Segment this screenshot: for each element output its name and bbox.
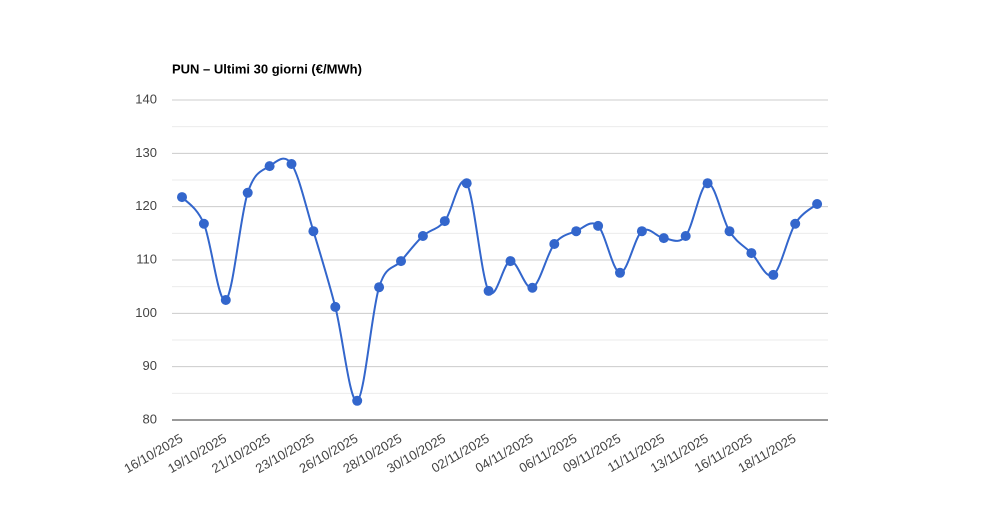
- data-point: [790, 218, 801, 229]
- y-tick-label: 110: [136, 251, 157, 266]
- data-point: [417, 231, 428, 241]
- data-point: [812, 199, 823, 209]
- data-point: [330, 301, 341, 312]
- data-point: [593, 220, 604, 231]
- data-point: [198, 218, 209, 229]
- data-point: [220, 295, 231, 305]
- data-point: [636, 226, 647, 237]
- y-tick-label: 120: [135, 198, 157, 213]
- data-point: [527, 282, 538, 293]
- data-point: [308, 226, 319, 237]
- data-point: [702, 178, 713, 189]
- data-point: [746, 248, 757, 259]
- data-point: [177, 192, 187, 203]
- data-point: [724, 226, 735, 237]
- data-point: [396, 256, 406, 267]
- y-tick-label: 140: [135, 91, 157, 106]
- y-tick-label: 90: [143, 358, 157, 373]
- data-point: [680, 231, 691, 241]
- data-point: [352, 395, 363, 406]
- data-point: [286, 159, 297, 169]
- data-point: [461, 178, 472, 189]
- series-line: [181, 157, 818, 402]
- data-point: [483, 285, 494, 296]
- y-tick-label: 100: [135, 305, 157, 320]
- data-point: [264, 161, 275, 172]
- data-point: [439, 216, 450, 227]
- chart-title: PUN – Ultimi 30 giorni (€/MWh): [172, 61, 362, 76]
- y-tick-label: 130: [135, 145, 157, 160]
- data-point: [571, 226, 582, 237]
- data-point: [374, 282, 385, 293]
- data-point: [658, 233, 669, 244]
- y-tick-label: 80: [143, 411, 157, 426]
- data-point: [505, 256, 516, 267]
- data-point: [549, 239, 560, 249]
- data-point: [768, 269, 779, 280]
- data-point: [615, 267, 625, 278]
- data-point: [242, 187, 253, 198]
